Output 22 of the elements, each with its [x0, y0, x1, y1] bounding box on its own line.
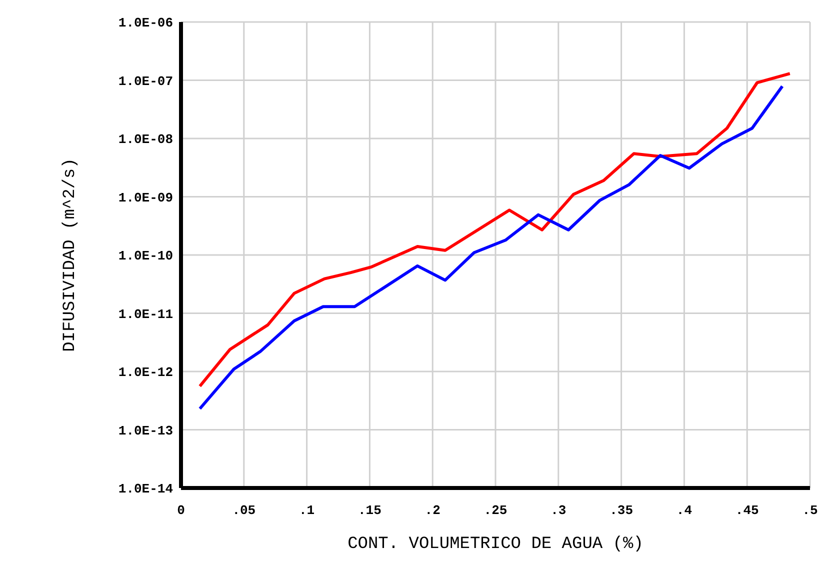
x-tick-label: .15	[358, 503, 382, 518]
x-tick-label: .4	[676, 503, 692, 518]
x-tick-label: 0	[177, 503, 186, 518]
y-tick-label: 1.0E-13	[118, 423, 174, 438]
y-tick-label: 1.0E-10	[118, 248, 174, 264]
x-tick-label: .5	[802, 503, 818, 518]
y-axis-title: DIFUSIVIDAD (m^2/s)	[61, 158, 80, 352]
y-tick-label: 1.0E-07	[118, 74, 173, 89]
x-tick-label: .45	[735, 503, 759, 518]
x-tick-label: .2	[424, 503, 441, 518]
y-tick-label: 1.0E-09	[118, 190, 174, 206]
x-tick-label: .35	[610, 503, 634, 518]
y-tick-label: 1.0E-08	[118, 132, 174, 148]
y-tick-label: 1.0E-12	[118, 365, 174, 380]
y-tick-label: 1.0E-14	[118, 482, 174, 497]
x-tick-label: .1	[298, 503, 315, 518]
x-axis-title: CONT. VOLUMETRICO DE AGUA (%)	[348, 535, 644, 554]
x-tick-label: .3	[550, 503, 566, 518]
y-tick-label: 1.0E-06	[118, 16, 174, 31]
x-tick-label: .05	[232, 503, 256, 518]
x-tick-label: .25	[484, 503, 508, 518]
y-tick-label: 1.0E-11	[118, 306, 174, 322]
